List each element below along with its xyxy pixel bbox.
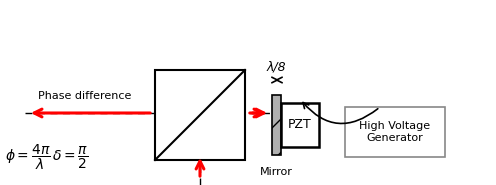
Text: Phase difference: Phase difference	[38, 91, 131, 101]
Bar	[272, 95, 281, 155]
Bar	[345, 107, 445, 157]
Text: High Voltage
Generator: High Voltage Generator	[360, 121, 431, 143]
Text: λ/8: λ/8	[267, 60, 286, 73]
Bar	[281, 103, 319, 147]
Bar	[155, 70, 245, 160]
Text: $\phi = \dfrac{4\pi}{\lambda}\,\delta = \dfrac{\pi}{2}$: $\phi = \dfrac{4\pi}{\lambda}\,\delta = …	[5, 142, 89, 172]
Text: Mirror: Mirror	[260, 167, 293, 177]
Text: PZT: PZT	[288, 119, 312, 132]
